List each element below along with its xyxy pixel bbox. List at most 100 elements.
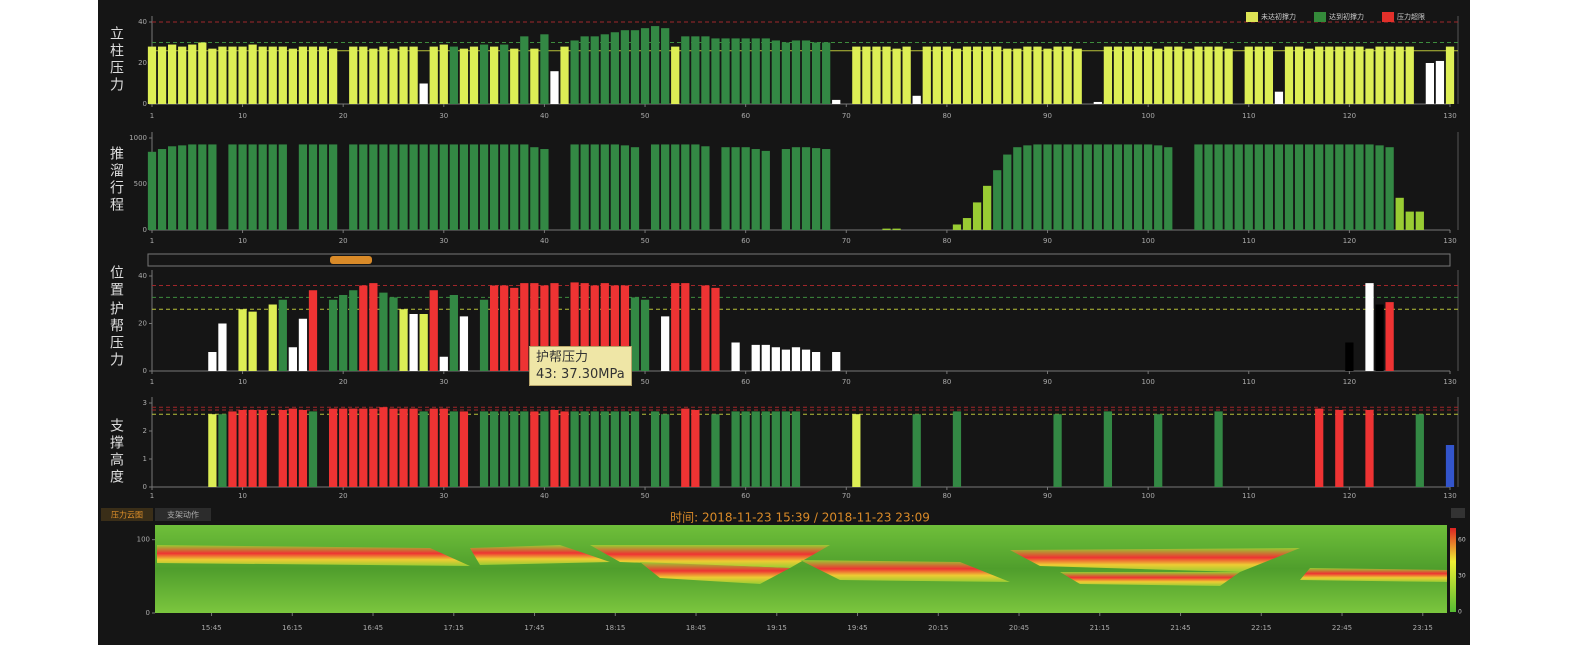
bar	[1365, 144, 1374, 230]
bar	[238, 410, 247, 487]
heatmap-x-label: 16:45	[363, 624, 383, 632]
bar	[1305, 144, 1314, 230]
bar	[620, 411, 630, 487]
collapse-button[interactable]	[1451, 508, 1465, 518]
bar	[741, 147, 750, 230]
bar	[1284, 144, 1294, 230]
y-tick-label: 40	[138, 272, 147, 280]
y-tick-label: 3	[143, 399, 147, 407]
bar	[801, 40, 811, 104]
tooltip: 护帮压力 43: 37.30MPa	[529, 346, 632, 386]
x-tick-label: 10	[238, 492, 247, 500]
bar	[479, 144, 489, 230]
x-tick-label: 10	[238, 378, 247, 386]
bar	[1194, 46, 1203, 104]
bar	[1305, 48, 1314, 104]
heatmap-band	[640, 562, 790, 584]
bar	[741, 411, 750, 487]
bar	[1144, 144, 1153, 230]
bar	[1264, 46, 1274, 104]
bar	[228, 411, 237, 487]
bar	[1043, 144, 1052, 230]
bar	[983, 185, 992, 230]
x-tick-label: 1	[150, 378, 154, 386]
tab-label[interactable]: 支架动作	[167, 510, 199, 520]
bar	[530, 147, 539, 230]
heatmap-x-label: 23:15	[1413, 624, 1433, 632]
heatmap-x-label: 17:15	[444, 624, 464, 632]
position-indicator[interactable]	[330, 256, 372, 264]
bar	[711, 287, 720, 371]
bar	[1365, 410, 1374, 487]
bar	[359, 144, 368, 230]
bar	[942, 46, 952, 104]
position-label: 位置	[108, 265, 124, 299]
bar	[650, 411, 660, 487]
x-tick-label: 30	[439, 492, 448, 500]
bar	[983, 46, 992, 104]
bar	[610, 411, 619, 487]
colorbar-label: 60	[1458, 537, 1466, 544]
bar	[671, 144, 680, 230]
x-tick-label: 130	[1443, 237, 1456, 245]
heatmap-band	[590, 545, 830, 568]
heatmap-band	[157, 545, 470, 566]
bar	[952, 224, 962, 230]
bar	[761, 344, 770, 371]
bar	[701, 36, 710, 104]
heatmap-band	[800, 560, 1010, 582]
x-tick-label: 20	[339, 237, 348, 245]
x-tick-label: 90	[1043, 237, 1052, 245]
x-tick-label: 1	[150, 112, 154, 120]
bar	[1365, 283, 1374, 371]
x-tick-label: 40	[540, 237, 549, 245]
bar	[560, 411, 569, 487]
bar	[238, 144, 247, 230]
bar	[1234, 144, 1243, 230]
bar	[570, 411, 579, 487]
bar	[349, 408, 358, 487]
heatmap-x-label: 19:45	[847, 624, 867, 632]
x-tick-label: 110	[1242, 237, 1255, 245]
bar	[308, 144, 318, 230]
bar	[530, 283, 539, 371]
bar	[1194, 144, 1203, 230]
y-tick-label: 0	[143, 100, 147, 108]
bar	[288, 408, 297, 487]
bar	[822, 149, 831, 230]
bar	[1325, 46, 1334, 104]
bar	[1395, 46, 1404, 104]
bar	[1013, 147, 1022, 230]
x-tick-label: 130	[1443, 112, 1456, 120]
x-tick-label: 100	[1141, 378, 1154, 386]
bar	[872, 46, 881, 104]
heatmap-x-label: 20:15	[928, 624, 948, 632]
bar	[389, 144, 398, 230]
bar	[369, 283, 378, 371]
bar	[1254, 46, 1263, 104]
bar	[500, 144, 509, 230]
tab-label[interactable]: 压力云图	[111, 510, 143, 520]
bar	[308, 411, 318, 487]
bar	[1073, 144, 1082, 230]
bar	[389, 408, 398, 487]
tooltip-text: 43: 37.30MPa	[536, 367, 625, 382]
heatmap-band	[470, 545, 610, 565]
bar	[318, 144, 328, 230]
bar	[801, 147, 811, 230]
bar	[429, 408, 438, 487]
bar	[399, 408, 408, 487]
bar	[691, 410, 700, 487]
bar	[459, 144, 469, 230]
bar	[339, 295, 348, 371]
bar	[1294, 46, 1304, 104]
tab[interactable]	[101, 508, 153, 521]
bar	[560, 46, 569, 104]
bar	[1123, 46, 1133, 104]
bar	[852, 414, 861, 487]
bar	[167, 146, 177, 230]
tab[interactable]	[155, 508, 211, 521]
bar	[962, 46, 972, 104]
bar	[248, 144, 257, 230]
bar	[661, 144, 670, 230]
